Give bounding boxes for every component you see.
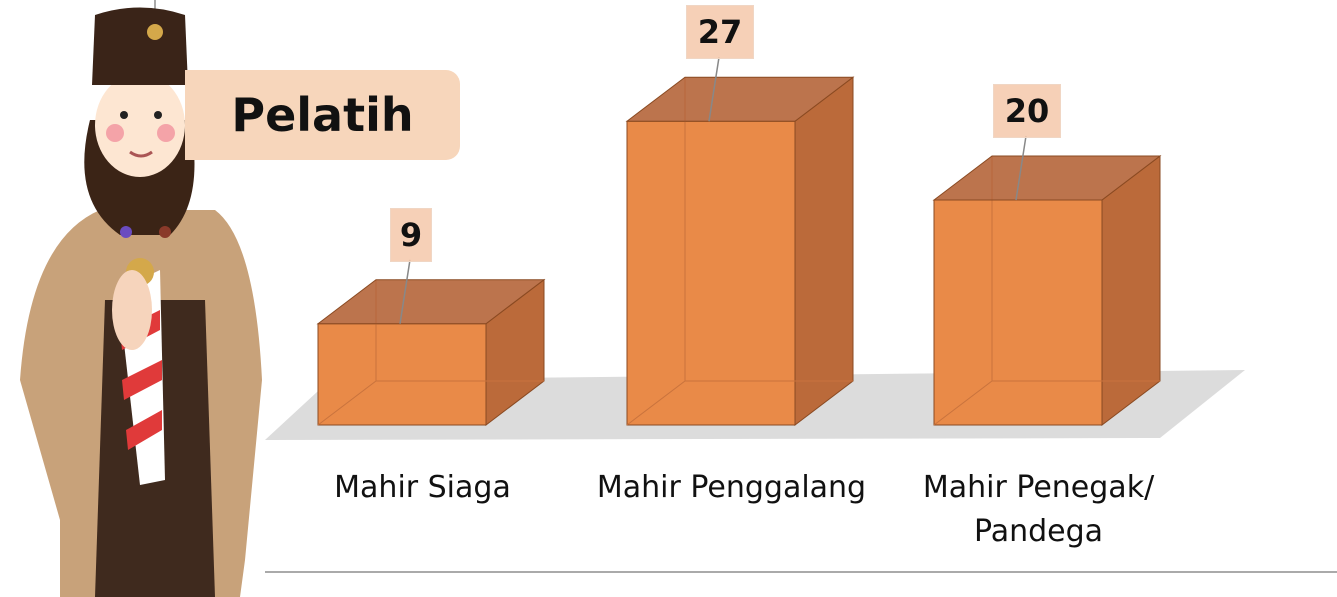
bar bbox=[318, 324, 486, 425]
category-label: Mahir Penegak/ Pandega bbox=[896, 466, 1181, 554]
page: Pelatih 9 Mahir Siaga 27 Mahir Penggalang 20… bbox=[0, 0, 1337, 597]
category-label: Mahir Siaga bbox=[280, 466, 565, 510]
category-label: Mahir Penggalang bbox=[589, 466, 874, 510]
bar bbox=[627, 121, 795, 425]
bar-side bbox=[1102, 156, 1160, 425]
value-label: 27 bbox=[686, 5, 754, 59]
chart-title: Pelatih bbox=[185, 70, 460, 160]
bar bbox=[934, 200, 1102, 425]
value-label: 9 bbox=[390, 208, 432, 262]
bar-side bbox=[795, 77, 853, 425]
value-label: 20 bbox=[993, 84, 1061, 138]
